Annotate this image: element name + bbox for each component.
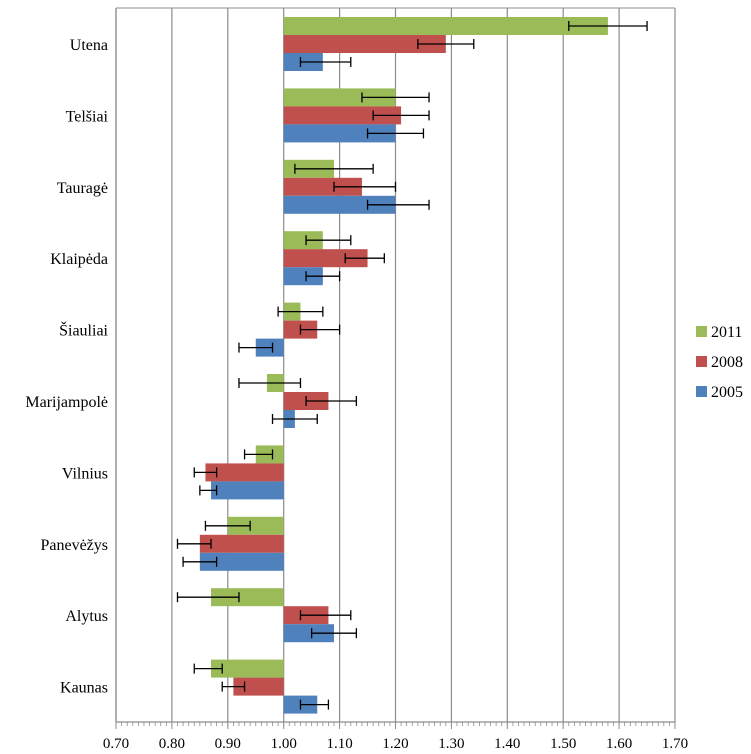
- category-label-9: Kaunas: [60, 680, 108, 697]
- legend-label-2011: 2011: [711, 324, 742, 341]
- bar-2008-3: [283, 249, 368, 268]
- bar-2008-1: [283, 106, 402, 125]
- bar-2005-8: [283, 624, 335, 643]
- error-bars-group: [176, 21, 648, 710]
- x-tick-label-1: 0.80: [159, 736, 185, 752]
- bar-2008-2: [283, 177, 362, 196]
- category-label-0: Utena: [70, 37, 108, 54]
- category-label-4: Šiauliai: [59, 321, 108, 340]
- category-label-7: Panevėžys: [40, 537, 108, 554]
- bar-2011-1: [283, 88, 396, 107]
- x-tick-label-3: 1.00: [271, 736, 297, 752]
- legend: 2011 2008 2005: [696, 324, 743, 401]
- x-tick-label-5: 1.20: [382, 736, 408, 752]
- legend-swatch-2005: [696, 386, 707, 397]
- legend-swatch-2011: [696, 326, 707, 337]
- bar-2011-9: [211, 659, 284, 678]
- x-tick-label-2: 0.90: [215, 736, 241, 752]
- bar-2011-0: [283, 17, 608, 35]
- bar-2005-3: [283, 267, 323, 286]
- x-tick-label-6: 1.30: [438, 736, 464, 752]
- bar-2008-9: [233, 677, 284, 696]
- x-tick-label-8: 1.50: [550, 736, 576, 752]
- category-label-6: Vilnius: [62, 465, 108, 482]
- bar-2005-7: [199, 552, 284, 571]
- bar-2011-3: [283, 231, 323, 250]
- x-tick-label-7: 1.40: [494, 736, 520, 752]
- x-tick-label-9: 1.60: [606, 736, 632, 752]
- legend-swatch-2008: [696, 356, 707, 367]
- x-tick-label-4: 1.10: [326, 736, 352, 752]
- bar-2005-6: [211, 481, 284, 500]
- bars-group: [199, 17, 608, 714]
- bar-2011-8: [211, 588, 284, 607]
- bar-2011-7: [227, 516, 284, 535]
- y-category-labels: Utena Telšiai Tauragė Klaipėda Šiauliai Marij…: [25, 37, 108, 697]
- x-tick-label-10: 1.70: [662, 736, 688, 752]
- category-label-5: Marijampolė: [25, 394, 108, 411]
- legend-label-2008: 2008: [711, 354, 743, 371]
- x-axis: [115, 8, 676, 729]
- category-label-2: Tauragė: [57, 180, 108, 197]
- bar-2008-0: [283, 35, 446, 53]
- x-tick-label-0: 0.70: [103, 736, 129, 752]
- x-tick-labels: 0.70 0.80 0.90 1.00 1.10 1.20 1.30 1.40 1.50 1.60…: [103, 736, 688, 752]
- bar-2008-7: [199, 534, 284, 553]
- bar-2008-6: [205, 463, 284, 482]
- category-label-3: Klaipėda: [50, 251, 108, 268]
- category-label-8: Alytus: [65, 608, 108, 625]
- category-label-1: Telšiai: [66, 108, 109, 125]
- legend-label-2005: 2005: [711, 384, 743, 401]
